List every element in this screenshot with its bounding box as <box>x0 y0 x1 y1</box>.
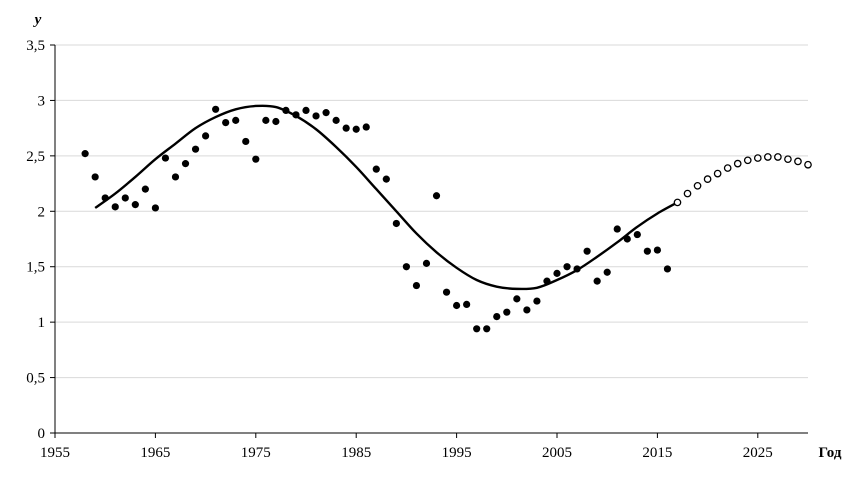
data-point <box>643 247 651 255</box>
forecast-point <box>703 175 712 183</box>
data-point <box>101 194 109 202</box>
data-point <box>322 109 330 117</box>
data-point <box>272 117 280 126</box>
ticks-layer: 0 0,5 1 1,5 2 2,5 3 3,5 1955 1965 1975 1985 1995 2005… <box>26 38 773 461</box>
data-point <box>533 297 541 305</box>
data-point <box>81 150 89 158</box>
x-tick-label: 2025 <box>743 445 773 461</box>
forecast-point <box>774 153 782 161</box>
data-point <box>402 263 410 271</box>
y-tick-label: 2,5 <box>26 149 45 165</box>
data-point <box>653 246 662 254</box>
data-point <box>212 105 220 113</box>
y-tick-label: 3,5 <box>26 38 45 54</box>
y-tick-label: 0 <box>38 426 46 442</box>
forecast-point <box>753 154 762 162</box>
forecast-point <box>733 159 742 168</box>
data-point <box>362 123 370 131</box>
x-tick-label: 1955 <box>40 445 70 461</box>
x-tick-label: 2005 <box>542 445 572 461</box>
data-point <box>171 173 180 181</box>
data-point <box>663 265 672 273</box>
data-point <box>262 116 270 124</box>
forecast-point <box>693 181 702 190</box>
data-point <box>603 268 611 276</box>
forecast-point <box>673 198 682 207</box>
y-tick-label: 3 <box>38 93 46 109</box>
data-point <box>282 106 290 115</box>
forecast-point <box>784 155 792 164</box>
model-curve <box>94 104 679 291</box>
data-point <box>222 119 230 127</box>
forecast-point <box>713 169 722 178</box>
data-point <box>111 203 119 211</box>
data-point <box>181 160 190 168</box>
data-point <box>131 201 139 209</box>
data-point <box>503 308 511 316</box>
data-point <box>151 204 159 212</box>
data-point <box>342 124 350 132</box>
forecast-point <box>804 160 812 169</box>
data-point <box>242 137 250 146</box>
data-point <box>232 116 240 124</box>
x-tick-label: 1995 <box>442 445 472 461</box>
data-point <box>453 301 461 310</box>
data-point <box>202 132 210 140</box>
data-point <box>252 155 260 163</box>
forecast-point <box>743 156 752 165</box>
grid-layer <box>55 44 808 379</box>
data-point <box>302 106 310 115</box>
data-point <box>432 192 441 200</box>
data-point <box>412 281 421 290</box>
data-point <box>121 194 129 202</box>
data-point <box>513 295 521 303</box>
y-tick-label: 1 <box>38 315 46 331</box>
data-point <box>352 125 360 133</box>
data-point <box>573 265 581 273</box>
data-point <box>553 269 561 277</box>
forecast-point <box>794 157 802 166</box>
x-axis-title: Год <box>819 445 842 461</box>
x-tick-label: 1975 <box>241 445 271 461</box>
data-point <box>392 219 400 228</box>
y-tick-label: 1,5 <box>26 260 45 276</box>
data-point <box>563 263 571 271</box>
x-tick-label: 2015 <box>642 445 672 461</box>
data-point <box>292 111 300 119</box>
data-point <box>633 230 641 239</box>
data-point <box>191 145 200 153</box>
data-point <box>442 288 451 296</box>
axes-layer <box>54 45 808 434</box>
data-point <box>473 325 481 333</box>
data-point <box>312 112 320 120</box>
data-point <box>161 154 170 162</box>
data-point <box>422 259 431 267</box>
x-tick-label: 1965 <box>140 445 170 461</box>
x-tick-label: 1985 <box>341 445 371 461</box>
data-point <box>332 116 340 124</box>
y-tick-label: 0,5 <box>26 371 45 387</box>
data-point <box>91 173 99 181</box>
y-tick-label: 2 <box>38 204 46 220</box>
forecast-point <box>763 153 772 161</box>
data-point <box>523 306 531 314</box>
data-point <box>483 325 491 333</box>
forecast-point <box>683 189 692 198</box>
y-axis-title: y <box>33 12 42 28</box>
data-point <box>493 313 501 321</box>
data-point <box>583 247 591 255</box>
data-point <box>543 277 551 285</box>
data-point <box>593 277 601 285</box>
data-point <box>141 185 149 193</box>
data-point <box>613 225 621 233</box>
series-layer <box>81 104 812 333</box>
forecast-point <box>723 164 732 172</box>
data-point <box>463 300 471 309</box>
data-point <box>382 175 390 183</box>
data-point <box>372 165 380 173</box>
data-point <box>623 235 631 243</box>
